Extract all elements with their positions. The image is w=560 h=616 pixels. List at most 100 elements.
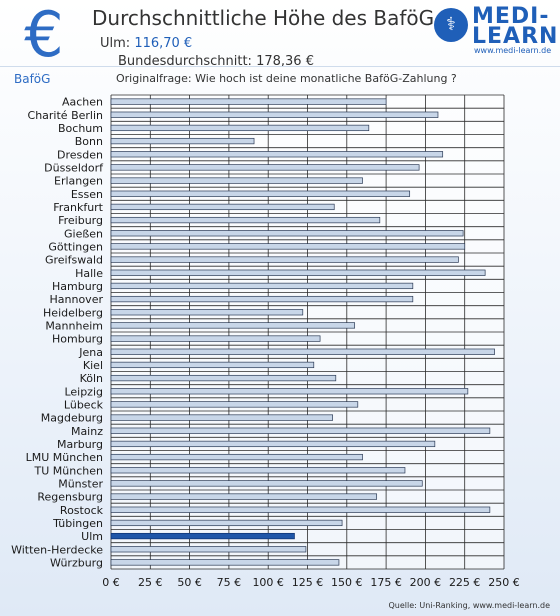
- category-label: Köln: [80, 372, 103, 385]
- category-label: Hannover: [50, 293, 104, 306]
- category-label: Halle: [75, 267, 103, 280]
- national-label: Bundesdurchschnitt:: [118, 54, 252, 69]
- bar: [110, 559, 340, 566]
- bar-highlight: [110, 532, 295, 540]
- logo-url: www.medi-learn.de: [474, 46, 552, 55]
- category-label: Charité Berlin: [28, 109, 103, 122]
- x-tick-label: 50 €: [177, 576, 202, 589]
- category-label: Ulm: [81, 530, 103, 543]
- ulm-value: 116,70 €: [134, 36, 193, 51]
- category-label: Kiel: [83, 359, 103, 372]
- category-label: Bochum: [58, 122, 103, 135]
- bar: [110, 203, 335, 211]
- category-label: Essen: [71, 188, 103, 201]
- category-label: Mannheim: [45, 319, 103, 332]
- bar: [110, 151, 444, 158]
- caduceus-icon: ⚕: [434, 8, 468, 42]
- category-label: Dresden: [57, 148, 103, 161]
- medi-learn-logo[interactable]: ⚕ MEDI- LEARN www.medi-learn.de: [434, 4, 557, 62]
- logo-text-line2: LEARN: [472, 24, 559, 49]
- category-label: Erlangen: [54, 175, 103, 188]
- bar: [110, 348, 495, 355]
- bar: [110, 401, 359, 408]
- bar: [110, 164, 420, 171]
- bar: [110, 506, 491, 513]
- category-label: Göttingen: [48, 240, 103, 253]
- x-tick-label: 75 €: [217, 576, 242, 589]
- category-label: Düsseldorf: [44, 161, 104, 174]
- bar: [110, 467, 406, 474]
- ulm-label: Ulm:: [100, 36, 131, 51]
- bar: [110, 256, 459, 263]
- bar: [110, 453, 363, 461]
- category-label: Hamburg: [52, 280, 103, 293]
- source-note: Quelle: Uni-Ranking, www.medi-learn.de: [388, 601, 550, 610]
- category-label: Homburg: [52, 333, 103, 346]
- category-label: Rostock: [60, 504, 104, 517]
- bar: [110, 216, 381, 224]
- bar: [110, 98, 387, 105]
- bar: [110, 177, 363, 184]
- bar: [110, 243, 466, 250]
- bar: [110, 388, 469, 395]
- section-label: BaföG: [14, 72, 51, 86]
- category-label: Mainz: [71, 425, 103, 438]
- bar: [110, 137, 255, 145]
- logo-text-line1: MEDI-: [472, 4, 550, 29]
- x-tick-label: 150 €: [331, 576, 363, 589]
- bar: [110, 361, 315, 369]
- bar: [110, 309, 304, 316]
- ulm-average: Ulm: 116,70 €: [100, 36, 192, 51]
- bar: [110, 427, 491, 434]
- bar: [110, 124, 370, 132]
- bar: [110, 335, 321, 342]
- bar: [110, 480, 423, 487]
- category-label: Regensburg: [37, 491, 103, 504]
- bar: [110, 519, 343, 527]
- category-label: Marburg: [57, 438, 103, 451]
- bar: [110, 374, 337, 382]
- bar: [110, 440, 436, 448]
- page-title: Durchschnittliche Höhe des BaföG: [92, 6, 435, 30]
- x-tick-label: 175 €: [370, 576, 402, 589]
- bar: [110, 230, 464, 237]
- x-tick-label: 250 €: [488, 576, 520, 589]
- question-text: Originalfrage: Wie hoch ist deine monatl…: [116, 72, 457, 85]
- bar: [110, 546, 307, 553]
- category-label: Greifswald: [45, 254, 103, 267]
- category-label: Bonn: [75, 135, 103, 148]
- bar: [110, 295, 414, 303]
- category-label: Tübingen: [52, 517, 103, 530]
- category-label: Witten-Herdecke: [11, 543, 103, 556]
- bar: [110, 269, 486, 276]
- bar: [110, 282, 414, 290]
- category-label: Gießen: [64, 227, 103, 240]
- bar: [110, 493, 378, 500]
- national-value: 178,36 €: [256, 54, 314, 69]
- category-label: Frankfurt: [53, 201, 103, 214]
- category-label: Münster: [58, 477, 103, 490]
- x-tick-label: 0 €: [102, 576, 120, 589]
- bar: [110, 414, 334, 421]
- euro-logo-icon: €: [24, 0, 64, 71]
- category-label: Würzburg: [50, 556, 103, 569]
- category-label: Jena: [78, 346, 103, 359]
- category-label: Heidelberg: [43, 306, 103, 319]
- x-tick-label: 200 €: [410, 576, 442, 589]
- category-label: Aachen: [62, 96, 103, 109]
- x-tick-label: 25 €: [138, 576, 163, 589]
- bar: [110, 111, 439, 118]
- category-label: Magdeburg: [41, 412, 103, 425]
- x-tick-label: 125 €: [292, 576, 324, 589]
- x-tick-label: 225 €: [449, 576, 481, 589]
- category-label: TU München: [34, 464, 103, 477]
- category-label: Leipzig: [64, 385, 103, 398]
- bar: [110, 190, 411, 197]
- x-tick-label: 100 €: [252, 576, 284, 589]
- category-label: Lübeck: [64, 398, 104, 411]
- header-divider: [0, 66, 560, 67]
- category-label: LMU München: [26, 451, 103, 464]
- bar: [110, 322, 356, 329]
- national-average: Bundesdurchschnitt: 178,36 €: [118, 54, 314, 69]
